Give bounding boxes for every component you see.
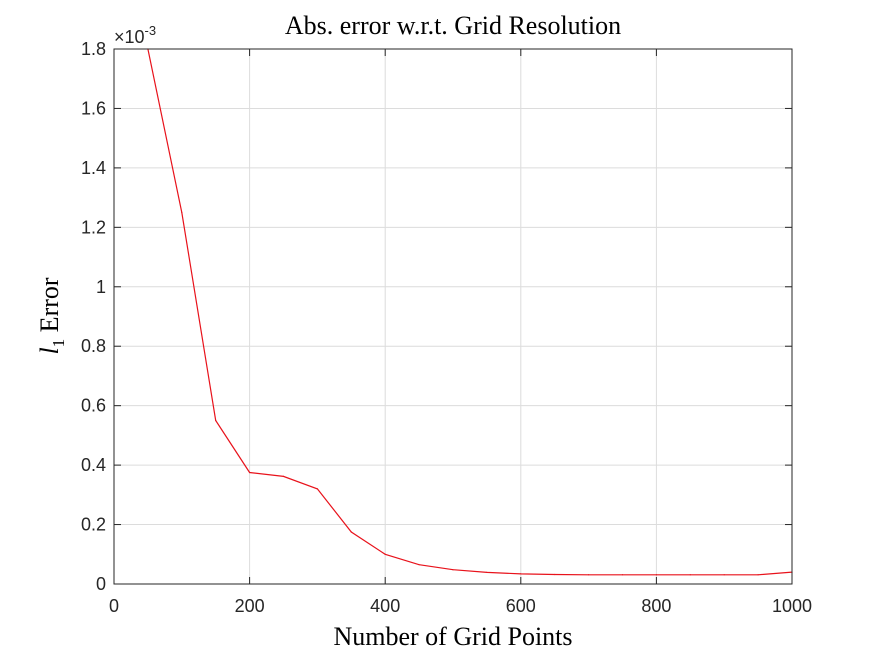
x-tick-labels: 0 200 400 600 800 1000 (109, 596, 812, 616)
y-tick-label: 0.6 (81, 396, 106, 416)
data-point (418, 564, 420, 566)
data-point (350, 531, 352, 533)
x-tick-label: 400 (370, 596, 400, 616)
data-point (520, 573, 522, 575)
data-point (757, 574, 759, 576)
data-point (181, 211, 183, 214)
data-point (554, 573, 556, 576)
y-exponent-label: ×10-3 (114, 23, 156, 47)
y-tick-label: 1.8 (81, 39, 106, 59)
y-tick-label: 1.6 (81, 98, 106, 118)
y-tick-label: 0.2 (81, 515, 106, 535)
x-tick-label: 600 (506, 596, 536, 616)
plot-frame (113, 48, 793, 585)
series-line (147, 48, 793, 576)
y-tick-label: 1 (96, 277, 106, 297)
y-axis-label: l1 Error (35, 277, 68, 354)
y-tick-label: 0.8 (81, 336, 106, 356)
x-tick-label: 200 (235, 596, 265, 616)
x-tick-label: 800 (641, 596, 671, 616)
y-tick-label: 0 (96, 574, 106, 594)
data-point (215, 419, 217, 422)
y-tick-labels: 0 0.2 0.4 0.6 0.8 1 1.2 1.4 1.6 1.8 (81, 39, 106, 594)
data-point (452, 569, 454, 571)
data-point (689, 574, 691, 576)
data-point (282, 475, 285, 478)
y-tick-label: 1.4 (81, 158, 106, 178)
y-tick-label: 1.2 (81, 217, 106, 237)
y-tick-label: 0.4 (81, 455, 106, 475)
data-point (486, 571, 488, 574)
axis-ticks (113, 48, 793, 585)
x-tick-label: 0 (109, 596, 119, 616)
x-axis-label: Number of Grid Points (333, 622, 572, 651)
data-point (655, 574, 658, 576)
x-tick-label: 1000 (772, 596, 812, 616)
data-point (249, 471, 251, 474)
chart-title: Abs. error w.r.t. Grid Resolution (285, 11, 621, 40)
data-point (621, 574, 624, 576)
data-point (316, 488, 318, 490)
data-point (723, 574, 725, 576)
grid (113, 48, 793, 585)
data-point (588, 574, 590, 576)
series-layer (147, 48, 793, 576)
data-point (384, 553, 386, 555)
